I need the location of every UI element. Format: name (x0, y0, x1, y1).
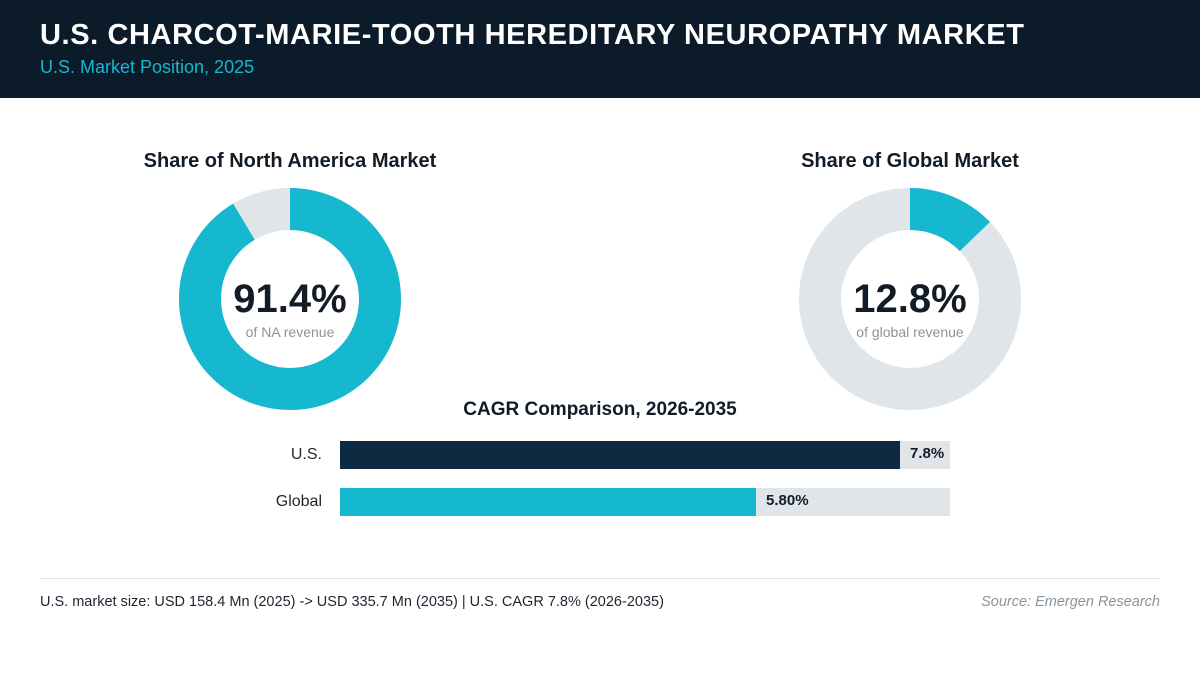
global-share-center: 12.8% of global revenue (799, 188, 1021, 410)
global-share-caption: of global revenue (856, 324, 964, 340)
na-share-arc (179, 188, 401, 410)
cagr-bar-track-us: 7.8% (340, 441, 950, 469)
cagr-bar-label-global: Global (275, 493, 322, 510)
na-share-center: 91.4% of NA revenue (179, 188, 401, 410)
source-note: Source: Emergen Research (981, 594, 1160, 610)
page-subtitle: U.S. Market Position, 2025 (40, 57, 255, 77)
footer-divider (40, 578, 1160, 579)
na-share-donut-svg (179, 188, 401, 410)
cagr-bar-label-us: U.S. (290, 446, 322, 463)
na-share-value: 91.4% (233, 277, 347, 321)
cagr-bar-value-us: 7.8% (910, 445, 945, 462)
na-share-donut-block: Share of North America Market 91.4% of N… (130, 150, 450, 410)
cagr-bar-us (340, 441, 900, 469)
global-share-donut-block: Share of Global Market 12.8% of global r… (750, 150, 1070, 410)
global-share-donut: 12.8% of global revenue (799, 188, 1021, 410)
global-share-title: Share of Global Market (801, 150, 1019, 172)
cagr-bar-row-us: U.S. 7.8% (240, 441, 960, 469)
cagr-bar-global (340, 488, 756, 516)
cagr-bar-track-global: 5.80% (340, 488, 950, 516)
global-share-arc (799, 188, 1021, 410)
cagr-chart-title: CAGR Comparison, 2026-2035 (463, 399, 737, 420)
na-share-caption: of NA revenue (245, 324, 335, 340)
cagr-bar-row-global: Global 5.80% (240, 488, 960, 516)
global-share-value: 12.8% (853, 277, 967, 321)
market-summary-note: U.S. market size: USD 158.4 Mn (2025) ->… (40, 594, 664, 610)
cagr-bar-value-global: 5.80% (766, 492, 809, 509)
header-banner: U.S. CHARCOT-MARIE-TOOTH HEREDITARY NEUR… (0, 0, 1200, 98)
na-share-donut: 91.4% of NA revenue (179, 188, 401, 410)
na-share-title: Share of North America Market (143, 150, 437, 172)
global-share-donut-svg (799, 188, 1021, 410)
page-title: U.S. CHARCOT-MARIE-TOOTH HEREDITARY NEUR… (40, 19, 1025, 51)
